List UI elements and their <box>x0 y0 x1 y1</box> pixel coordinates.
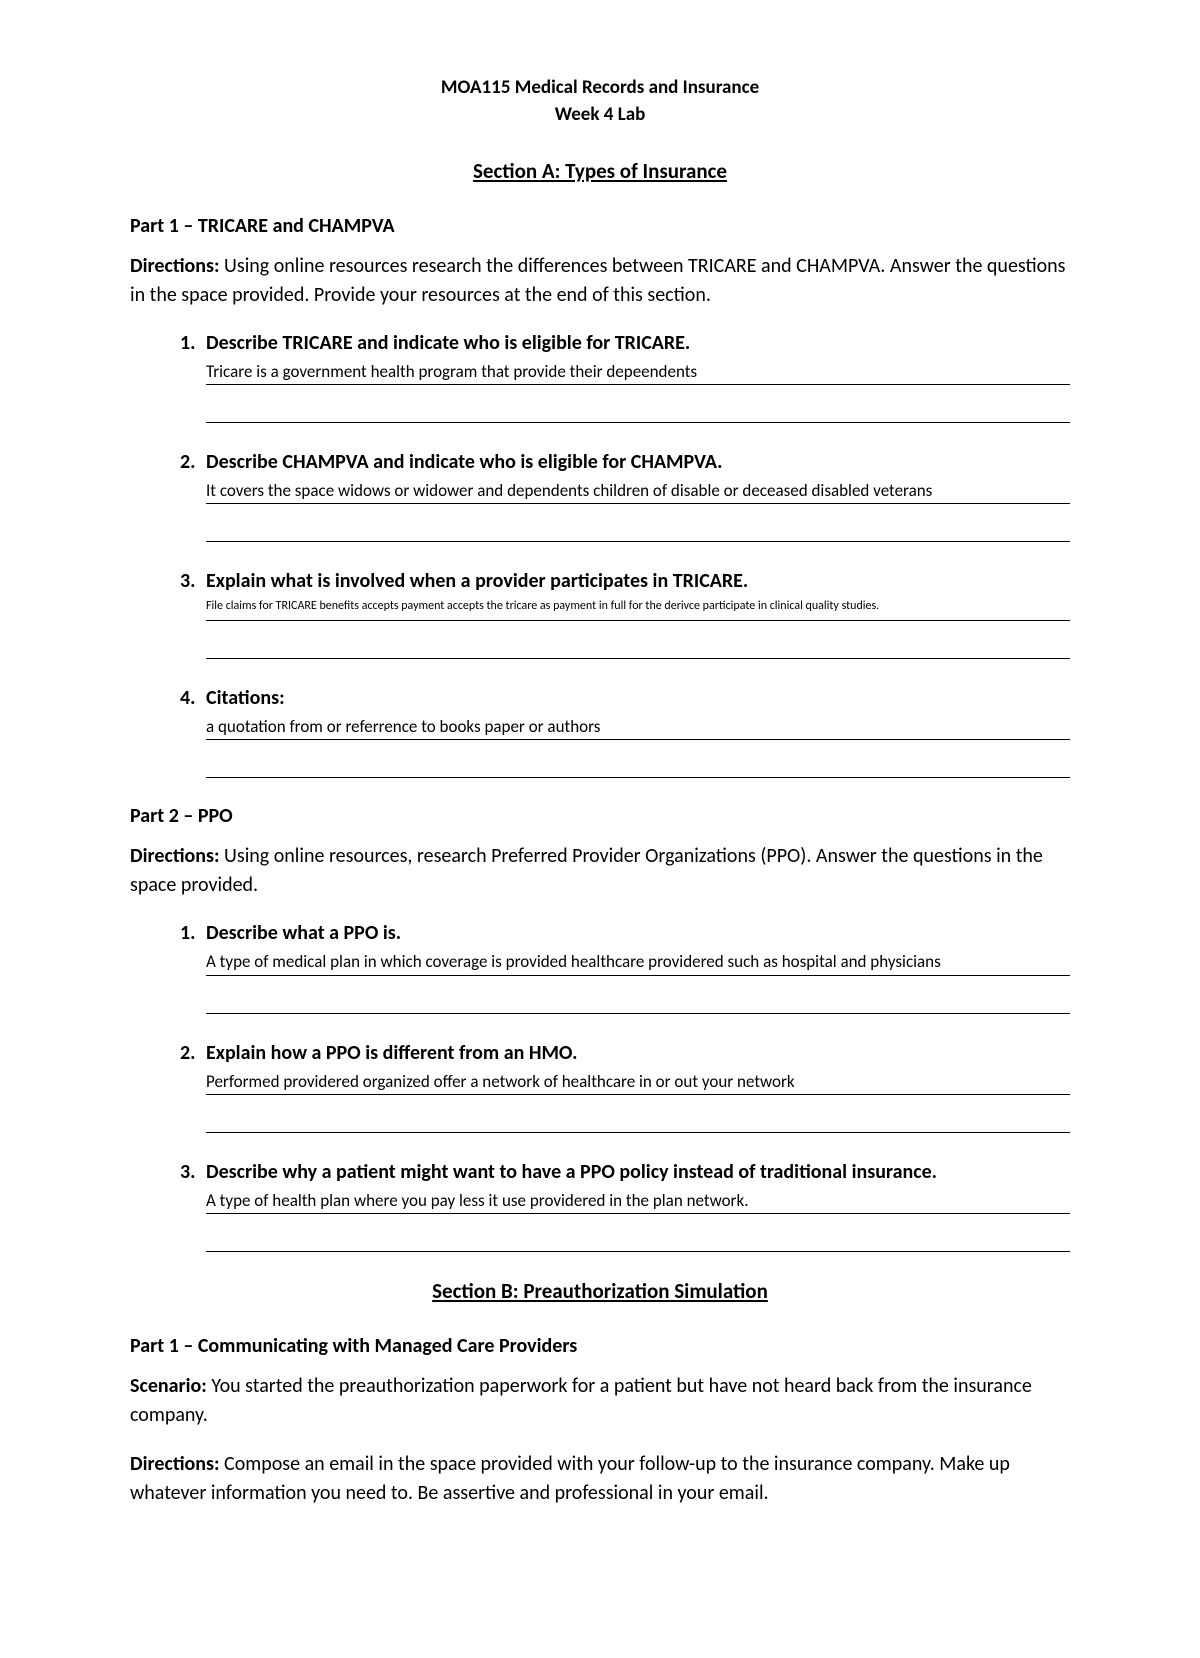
answer-line-blank[interactable] <box>206 635 1070 659</box>
answer-line[interactable]: A type of health plan where you pay less… <box>206 1188 1070 1214</box>
question-text: Explain how a PPO is different from an H… <box>206 1040 1070 1067</box>
directions-text: Using online resources, research Preferr… <box>130 844 1043 897</box>
question-item: Explain what is involved when a provider… <box>200 568 1070 659</box>
question-text: Citations: <box>206 685 1070 712</box>
part-1-question-list: Describe TRICARE and indicate who is eli… <box>130 330 1070 778</box>
directions-text: Compose an email in the space provided w… <box>130 1452 1010 1505</box>
part-2-question-list: Describe what a PPO is. A type of medica… <box>130 920 1070 1251</box>
answer-line[interactable]: File claims for TRICARE benefits accepts… <box>206 597 1070 621</box>
directions-label: Directions: <box>130 254 220 278</box>
question-text: Describe why a patient might want to hav… <box>206 1159 1070 1186</box>
part-2-title: Part 2 – PPO <box>130 804 1070 828</box>
answer-line[interactable]: Performed providered organized offer a n… <box>206 1069 1070 1095</box>
question-item: Describe CHAMPVA and indicate who is eli… <box>200 449 1070 542</box>
question-item: Explain how a PPO is different from an H… <box>200 1040 1070 1133</box>
section-b-title: Section B: Preauthorization Simulation <box>130 1278 1070 1304</box>
section-a-title: Section A: Types of Insurance <box>130 158 1070 184</box>
question-text: Describe CHAMPVA and indicate who is eli… <box>206 449 1070 476</box>
answer-line-blank[interactable] <box>206 399 1070 423</box>
document-header: MOA115 Medical Records and Insurance Wee… <box>130 75 1070 128</box>
scenario-paragraph: Scenario: You started the preauthorizati… <box>130 1372 1070 1430</box>
section-b-part-1-title: Part 1 – Communicating with Managed Care… <box>130 1334 1070 1358</box>
scenario-text: You started the preauthorization paperwo… <box>130 1374 1032 1427</box>
question-item: Describe what a PPO is. A type of medica… <box>200 920 1070 1013</box>
header-line-2: Week 4 Lab <box>130 102 1070 129</box>
question-item: Citations: a quotation from or referrenc… <box>200 685 1070 778</box>
answer-line-blank[interactable] <box>206 754 1070 778</box>
question-text: Describe what a PPO is. <box>206 920 1070 947</box>
answer-line-blank[interactable] <box>206 1109 1070 1133</box>
question-item: Describe TRICARE and indicate who is eli… <box>200 330 1070 423</box>
directions-text: Using online resources research the diff… <box>130 254 1066 307</box>
section-b-directions: Directions: Compose an email in the spac… <box>130 1450 1070 1508</box>
question-item: Describe why a patient might want to hav… <box>200 1159 1070 1252</box>
answer-line[interactable]: A type of medical plan in which coverage… <box>206 949 1070 975</box>
answer-line[interactable]: Tricare is a government health program t… <box>206 359 1070 385</box>
answer-line-blank[interactable] <box>206 1228 1070 1252</box>
answer-line[interactable]: It covers the space widows or widower an… <box>206 478 1070 504</box>
document-page: MOA115 Medical Records and Insurance Wee… <box>0 0 1200 1658</box>
question-text: Explain what is involved when a provider… <box>206 568 1070 595</box>
part-1-directions: Directions: Using online resources resea… <box>130 252 1070 310</box>
question-text: Describe TRICARE and indicate who is eli… <box>206 330 1070 357</box>
header-line-1: MOA115 Medical Records and Insurance <box>130 75 1070 102</box>
answer-line-blank[interactable] <box>206 518 1070 542</box>
part-1-title: Part 1 – TRICARE and CHAMPVA <box>130 214 1070 238</box>
answer-line[interactable]: a quotation from or referrence to books … <box>206 714 1070 740</box>
answer-line-blank[interactable] <box>206 990 1070 1014</box>
directions-label: Directions: <box>130 844 220 868</box>
scenario-label: Scenario: <box>130 1374 207 1398</box>
directions-label: Directions: <box>130 1452 220 1476</box>
part-2-directions: Directions: Using online resources, rese… <box>130 842 1070 900</box>
